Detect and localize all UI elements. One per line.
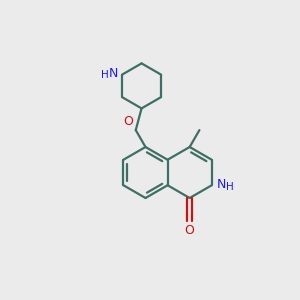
Text: N: N — [216, 178, 226, 191]
Text: N: N — [109, 67, 119, 80]
Text: O: O — [124, 115, 133, 128]
Text: O: O — [185, 224, 195, 237]
Text: H: H — [101, 70, 109, 80]
Text: H: H — [226, 182, 234, 192]
